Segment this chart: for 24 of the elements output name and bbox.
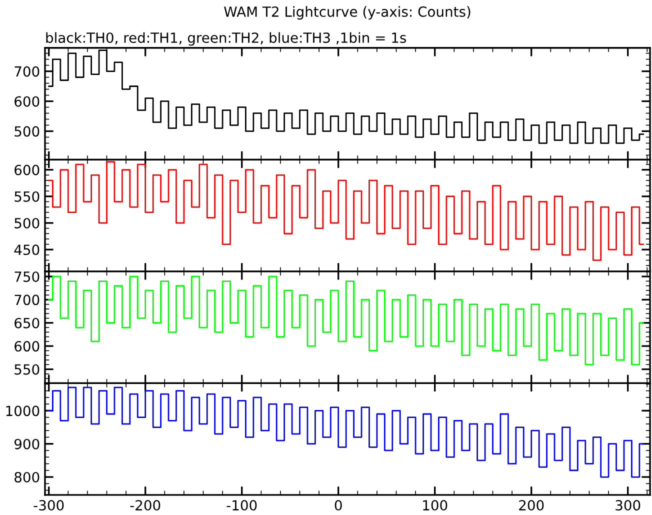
chart-title: WAM T2 Lightcurve (y-axis: Counts): [224, 6, 470, 20]
y-tick-label: 700: [14, 294, 40, 306]
x-tick-label: 100: [423, 500, 448, 511]
y-tick-label: 600: [14, 96, 40, 107]
y-tick-label: 1000: [6, 406, 40, 416]
y-tick-label: 550: [14, 191, 40, 202]
y-tick-label: 500: [14, 126, 40, 137]
x-tick-label: -300: [34, 500, 64, 511]
y-tick-label: 500: [14, 218, 40, 228]
y-tick-label: 900: [14, 438, 40, 450]
x-tick-label: -200: [130, 500, 160, 511]
y-tick-label: 450: [14, 244, 40, 256]
y-tick-label: 600: [14, 341, 40, 352]
y-tick-label: 600: [14, 164, 40, 176]
y-tick-label: 700: [14, 66, 40, 77]
x-tick-label: 200: [519, 500, 544, 511]
chart-subtitle: black:TH0, red:TH1, green:TH2, blue:TH3 ,1bin = 1s: [46, 32, 406, 46]
x-tick-label: -100: [226, 500, 257, 511]
y-tick-label: 650: [14, 318, 40, 328]
x-tick-label: 0: [334, 500, 342, 511]
x-tick-label: 300: [616, 500, 640, 511]
y-tick-label: 750: [14, 271, 40, 282]
y-tick-label: 800: [14, 472, 40, 482]
y-tick-label: 550: [14, 364, 40, 375]
